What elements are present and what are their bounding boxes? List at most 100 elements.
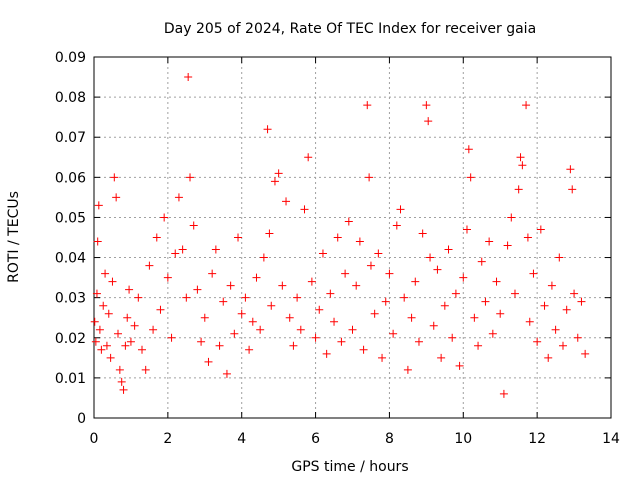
data-point bbox=[558, 341, 567, 350]
data-point bbox=[370, 309, 379, 318]
data-point bbox=[407, 313, 416, 322]
data-point bbox=[359, 345, 368, 354]
data-point bbox=[110, 173, 119, 182]
data-point bbox=[263, 125, 272, 134]
chart-title: Day 205 of 2024, Rate Of TEC Index for r… bbox=[164, 21, 536, 37]
data-point bbox=[97, 345, 106, 354]
data-point bbox=[544, 353, 553, 362]
data-points bbox=[90, 73, 590, 398]
data-point bbox=[145, 261, 154, 270]
data-point bbox=[444, 245, 453, 254]
data-point bbox=[477, 257, 486, 266]
data-point bbox=[341, 269, 350, 278]
data-point bbox=[525, 317, 534, 326]
data-point bbox=[389, 329, 398, 338]
data-point bbox=[174, 193, 183, 202]
x-tick-label: 0 bbox=[90, 431, 99, 447]
data-point bbox=[93, 237, 102, 246]
data-point bbox=[241, 293, 250, 302]
data-point bbox=[112, 193, 121, 202]
data-point bbox=[293, 293, 302, 302]
data-point bbox=[278, 281, 287, 290]
data-point bbox=[426, 253, 435, 262]
data-point bbox=[245, 345, 254, 354]
data-point bbox=[152, 233, 161, 242]
data-point bbox=[378, 353, 387, 362]
data-point bbox=[337, 337, 346, 346]
data-point bbox=[126, 337, 135, 346]
data-point bbox=[138, 345, 147, 354]
data-point bbox=[448, 333, 457, 342]
data-point bbox=[318, 249, 327, 258]
data-point bbox=[234, 233, 243, 242]
data-point bbox=[197, 337, 206, 346]
data-point bbox=[102, 341, 111, 350]
data-point bbox=[121, 341, 130, 350]
x-tick-label: 6 bbox=[311, 431, 320, 447]
data-point bbox=[204, 357, 213, 366]
data-point bbox=[119, 385, 128, 394]
data-point bbox=[418, 229, 427, 238]
data-point bbox=[396, 205, 405, 214]
data-point bbox=[237, 309, 246, 318]
data-point bbox=[385, 269, 394, 278]
data-point bbox=[304, 153, 313, 162]
x-tick-label: 4 bbox=[237, 431, 246, 447]
data-point bbox=[481, 297, 490, 306]
x-tick-label: 14 bbox=[602, 431, 620, 447]
y-tick-label: 0.01 bbox=[55, 371, 86, 387]
data-point bbox=[215, 341, 224, 350]
data-point bbox=[226, 281, 235, 290]
data-point bbox=[106, 353, 115, 362]
data-point bbox=[289, 341, 298, 350]
data-point bbox=[219, 297, 228, 306]
data-point bbox=[259, 253, 268, 262]
data-point bbox=[492, 277, 501, 286]
data-point bbox=[581, 349, 590, 358]
x-tick-label: 12 bbox=[528, 431, 546, 447]
data-point bbox=[315, 305, 324, 314]
data-point bbox=[208, 269, 217, 278]
data-point bbox=[403, 365, 412, 374]
data-point bbox=[300, 205, 309, 214]
data-point bbox=[189, 221, 198, 230]
data-point bbox=[424, 117, 433, 126]
data-point bbox=[547, 281, 556, 290]
data-point bbox=[182, 293, 191, 302]
data-point bbox=[274, 169, 283, 178]
data-point bbox=[459, 273, 468, 282]
data-point bbox=[256, 325, 265, 334]
data-point bbox=[99, 301, 108, 310]
y-tick-label: 0.09 bbox=[55, 50, 86, 66]
y-tick-label: 0.08 bbox=[55, 90, 86, 106]
data-point bbox=[92, 289, 101, 298]
data-point bbox=[270, 177, 279, 186]
data-point bbox=[566, 165, 575, 174]
data-point bbox=[440, 301, 449, 310]
data-point bbox=[455, 361, 464, 370]
data-point bbox=[374, 249, 383, 258]
data-point bbox=[296, 325, 305, 334]
x-tick-labels: 0 2 4 6 8 10 12 14 bbox=[90, 431, 620, 447]
data-point bbox=[555, 253, 564, 262]
data-point bbox=[90, 317, 99, 326]
data-point bbox=[422, 101, 431, 110]
data-point bbox=[352, 281, 361, 290]
data-point bbox=[514, 185, 523, 194]
x-tick-label: 2 bbox=[163, 431, 172, 447]
data-point bbox=[562, 305, 571, 314]
y-tick-label: 0.04 bbox=[55, 251, 86, 267]
data-point bbox=[577, 297, 586, 306]
data-point bbox=[178, 245, 187, 254]
data-point bbox=[551, 325, 560, 334]
data-point bbox=[363, 101, 372, 110]
data-point bbox=[366, 261, 375, 270]
data-point bbox=[462, 225, 471, 234]
data-point bbox=[522, 101, 531, 110]
data-point bbox=[94, 201, 103, 210]
data-point bbox=[114, 329, 123, 338]
data-point bbox=[230, 329, 239, 338]
y-tick-label: 0.03 bbox=[55, 291, 86, 307]
data-point bbox=[91, 337, 100, 346]
data-point bbox=[285, 313, 294, 322]
